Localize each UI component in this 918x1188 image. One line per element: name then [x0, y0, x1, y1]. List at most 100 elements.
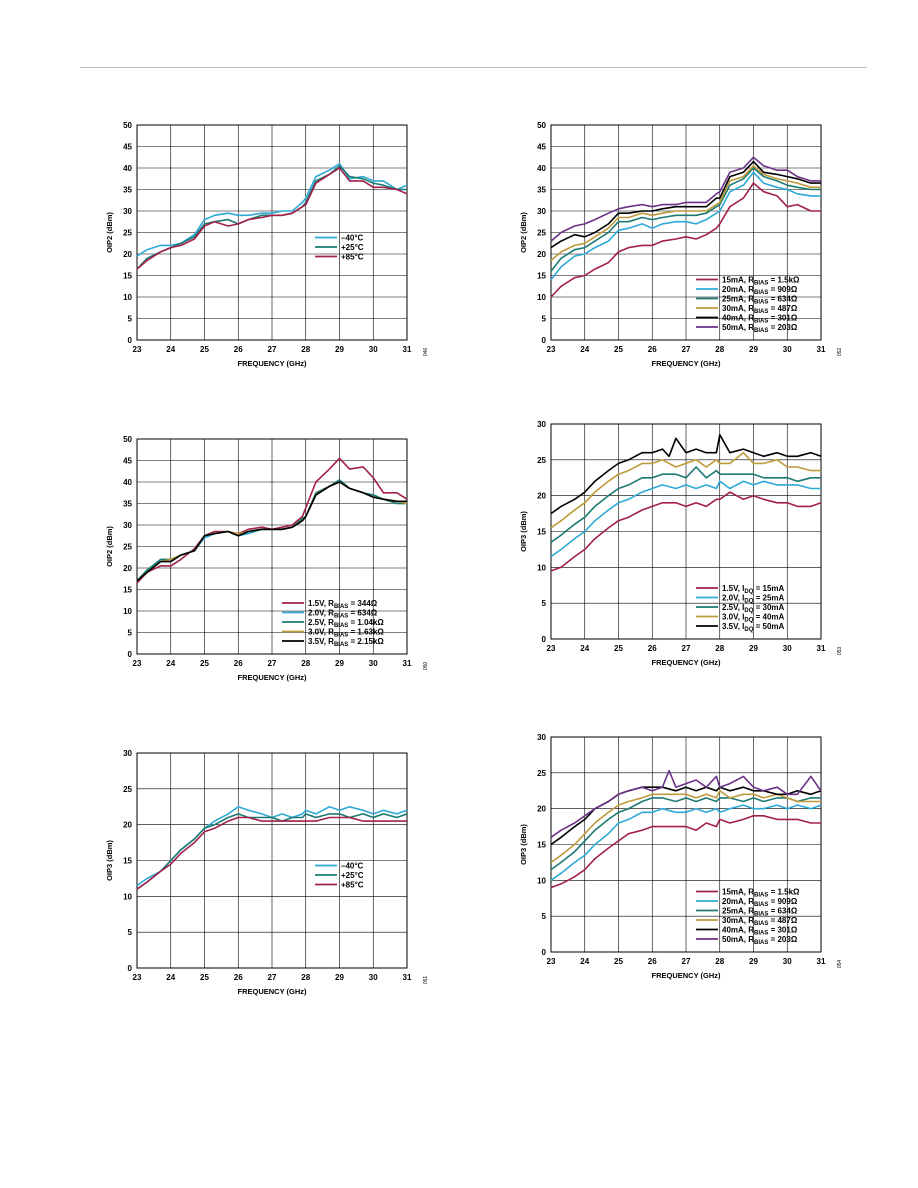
y-tick-label: 15: [123, 857, 132, 866]
x-tick-label: 30: [369, 973, 378, 982]
series-line: [550, 790, 821, 864]
x-tick-label: 25: [200, 973, 209, 982]
chart-oip2-vs-frequency-supply: 23 24 25 26 27 28 29 30 31 0 5 10 15 20 25 30 35 40 45 50 FR…: [105, 435, 429, 682]
legend-label: 20mA, RBIAS = 909Ω: [722, 285, 798, 296]
series-line: [136, 481, 407, 582]
y-tick-label: 30: [123, 749, 132, 758]
x-tick-label: 26: [648, 644, 657, 653]
x-tick-label: 26: [234, 659, 243, 668]
y-tick-label: 0: [128, 336, 133, 345]
y-tick-label: 20: [123, 250, 132, 259]
y-tick-label: 30: [537, 207, 546, 216]
y-tick-label: 20: [123, 564, 132, 573]
x-tick-label: 30: [369, 659, 378, 668]
y-tick-label: 25: [537, 456, 546, 465]
legend-label: +25°C: [341, 871, 364, 880]
legend-label: +85°C: [341, 253, 364, 262]
x-tick-label: 25: [614, 345, 623, 354]
x-axis-label: FREQUENCY (GHz): [237, 359, 307, 368]
y-tick-label: 15: [123, 272, 132, 281]
y-axis-label: OIP3 (dBm): [519, 511, 528, 552]
series-line: [136, 167, 408, 270]
x-axis-label: FREQUENCY (GHz): [237, 987, 307, 996]
x-tick-label: 30: [783, 957, 792, 966]
series-line: [136, 813, 408, 890]
x-tick-label: 29: [749, 644, 758, 653]
y-tick-label: 0: [542, 336, 547, 345]
y-tick-label: 20: [123, 821, 132, 830]
x-tick-label: 31: [817, 644, 826, 653]
grid: [136, 124, 408, 341]
y-tick-label: 50: [123, 435, 132, 444]
series-line: [550, 171, 821, 281]
y-tick-label: 10: [123, 892, 132, 901]
plot-frame: [136, 124, 408, 341]
x-tick-label: 23: [547, 644, 556, 653]
x-tick-label: 25: [200, 659, 209, 668]
y-tick-label: 35: [123, 186, 132, 195]
series-line: [550, 491, 822, 572]
y-tick-label: 25: [537, 229, 546, 238]
series-line: [550, 769, 822, 838]
legend-label: 2.5V, RBIAS = 1.04kΩ: [308, 618, 384, 629]
x-tick-label: 28: [301, 345, 310, 354]
x-tick-label: 26: [648, 957, 657, 966]
figure-number: 052: [837, 348, 843, 357]
y-tick-label: 35: [123, 500, 132, 509]
y-tick-label: 5: [128, 928, 133, 937]
legend-label: 3.5V, RBIAS = 2.15kΩ: [308, 637, 384, 648]
figure-number: 051: [423, 976, 429, 985]
y-tick-label: 40: [537, 164, 546, 173]
legend-label: 50mA, RBIAS = 203Ω: [722, 935, 798, 946]
x-axis-label: FREQUENCY (GHz): [651, 359, 721, 368]
x-axis-label: FREQUENCY (GHz): [651, 971, 721, 980]
x-tick-label: 28: [301, 659, 310, 668]
x-tick-label: 24: [580, 345, 589, 354]
legend-label: 25mA, RBIAS = 634Ω: [722, 907, 798, 918]
x-tick-label: 31: [817, 957, 826, 966]
series-line: [550, 466, 821, 543]
x-tick-label: 28: [715, 957, 724, 966]
x-tick-label: 28: [715, 644, 724, 653]
y-tick-label: 45: [123, 457, 132, 466]
series-line: [136, 457, 408, 584]
y-axis-label: OIP3 (dBm): [519, 824, 528, 865]
y-tick-label: 20: [537, 250, 546, 259]
y-tick-label: 25: [123, 543, 132, 552]
x-tick-label: 26: [648, 345, 657, 354]
y-tick-label: 40: [123, 164, 132, 173]
y-axis-label: OIP3 (dBm): [105, 840, 114, 881]
x-tick-label: 28: [715, 345, 724, 354]
x-tick-label: 23: [547, 345, 556, 354]
x-tick-label: 29: [749, 345, 758, 354]
y-tick-label: 30: [123, 207, 132, 216]
legend-label: +25°C: [341, 243, 364, 252]
x-tick-label: 24: [580, 644, 589, 653]
series-line: [550, 167, 821, 272]
x-tick-label: 29: [335, 973, 344, 982]
plot-frame: [550, 124, 822, 341]
y-tick-label: 5: [542, 315, 547, 324]
series-line: [550, 797, 821, 871]
x-tick-label: 26: [234, 973, 243, 982]
grid: [136, 438, 408, 655]
series-line: [550, 160, 821, 249]
x-tick-label: 25: [614, 644, 623, 653]
legend-label: 50mA, RBIAS = 203Ω: [722, 323, 798, 334]
legend: –40°C+25°C+85°C: [315, 234, 364, 262]
x-tick-label: 27: [682, 345, 691, 354]
x-tick-label: 31: [817, 345, 826, 354]
legend-label: 1.5V, IDQ = 15mA: [722, 584, 785, 595]
chart-oip2-vs-frequency-idq: 23 24 25 26 27 28 29 30 31 0 5 10 15 20 25 30 35 40 45 50 FR…: [519, 121, 843, 368]
x-tick-label: 29: [335, 345, 344, 354]
y-tick-label: 30: [537, 420, 546, 429]
y-tick-label: 50: [537, 121, 546, 130]
plot-frame: [550, 423, 822, 640]
figure-number: 046: [423, 348, 429, 357]
legend-label: 3.0V, IDQ = 40mA: [722, 613, 785, 624]
header-rule: [80, 67, 867, 68]
y-tick-label: 25: [123, 785, 132, 794]
y-tick-label: 0: [128, 964, 133, 973]
